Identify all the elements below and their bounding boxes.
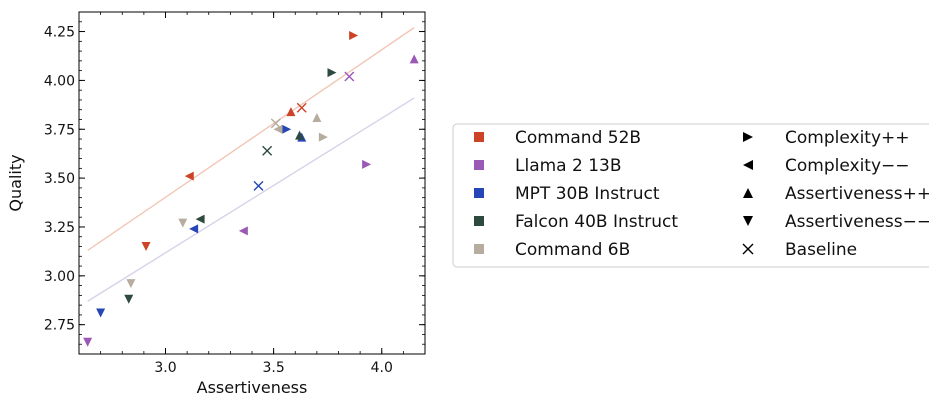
- legend-label: Command 52B: [515, 128, 641, 148]
- data-point: [270, 118, 281, 129]
- legend-swatch: [474, 132, 484, 142]
- legend-label: Baseline: [785, 240, 857, 260]
- legend-label: Llama 2 13B: [515, 156, 622, 176]
- axis-ticks: 3.0 3.5 4.0 2.75 3.00 3.25 3.50 3.75 4.00 4.25: [44, 11, 425, 376]
- data-point: [195, 214, 205, 224]
- data-point: [349, 30, 359, 40]
- data-point: [296, 102, 307, 113]
- legend-label: Falcon 40B Instruct: [515, 212, 678, 232]
- y-axis-label: Quality: [6, 154, 25, 211]
- y-tick-label: 2.75: [44, 318, 75, 334]
- data-point: [262, 145, 273, 156]
- data-points: [83, 30, 419, 347]
- data-point: [327, 68, 337, 78]
- legend-marker: [743, 188, 753, 198]
- plot-frame: [78, 11, 426, 355]
- trend-lines: [87, 27, 415, 302]
- plot-area: 3.0 3.5 4.0 2.75 3.00 3.25 3.50 3.75 4.00 4.25: [44, 11, 426, 376]
- legend-swatch: [474, 160, 484, 170]
- data-point: [286, 107, 296, 117]
- y-tick-label: 3.75: [44, 122, 75, 138]
- legend-marker: [743, 160, 753, 170]
- legend-label: MPT 30B Instruct: [515, 184, 660, 204]
- x-tick-label: 3.0: [154, 360, 176, 376]
- legend-label: Assertiveness−−: [785, 212, 929, 232]
- legend-label: Complexity−−: [785, 156, 910, 176]
- x-tick-label: 4.0: [371, 360, 393, 376]
- legend-variants: Complexity++ Complexity−− Assertiveness++ A…: [742, 128, 929, 260]
- trend-line-1: [87, 27, 415, 252]
- y-tick-label: 3.00: [44, 269, 75, 285]
- legend-swatch: [474, 216, 484, 226]
- legend-label: Command 6B: [515, 240, 630, 260]
- legend-marker: [743, 132, 753, 142]
- data-point: [295, 130, 305, 140]
- data-point: [178, 218, 188, 228]
- legend: Command 52B Llama 2 13B MPT 30B Instruct Fa…: [452, 123, 929, 268]
- legend-swatch: [474, 188, 484, 198]
- data-point: [141, 242, 151, 252]
- data-point: [318, 132, 328, 142]
- data-point: [189, 224, 199, 234]
- legend-frame: [452, 123, 929, 268]
- data-point: [344, 71, 355, 82]
- data-point: [96, 308, 106, 318]
- data-point: [184, 171, 194, 181]
- y-tick-label: 4.00: [44, 73, 75, 89]
- legend-label: Assertiveness++: [785, 184, 929, 204]
- x-axis-label: Assertiveness: [197, 378, 308, 397]
- y-tick-label: 3.50: [44, 171, 75, 187]
- data-point: [238, 226, 248, 236]
- legend-swatch: [474, 244, 484, 254]
- data-point: [83, 337, 93, 347]
- data-point: [282, 124, 292, 134]
- data-point: [362, 159, 372, 169]
- data-point: [126, 279, 136, 289]
- data-point: [409, 54, 419, 64]
- legend-models: Command 52B Llama 2 13B MPT 30B Instruct Fa…: [474, 128, 678, 260]
- data-point: [253, 180, 264, 191]
- legend-label: Complexity++: [785, 128, 910, 148]
- legend-marker: [742, 243, 754, 255]
- legend-marker: [743, 216, 753, 226]
- x-tick-label: 3.5: [262, 360, 284, 376]
- y-tick-label: 4.25: [44, 25, 75, 41]
- trend-line-2: [87, 97, 415, 302]
- data-point: [124, 294, 134, 304]
- data-point: [312, 113, 322, 123]
- y-tick-label: 3.25: [44, 220, 75, 236]
